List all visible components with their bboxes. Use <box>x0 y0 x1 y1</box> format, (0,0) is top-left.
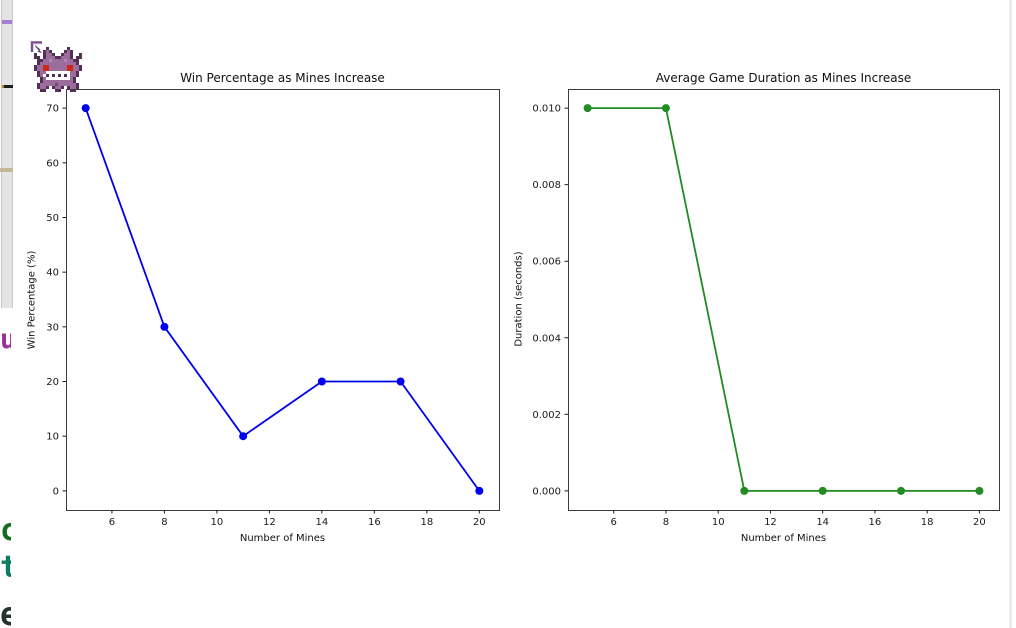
data-point-marker <box>81 104 90 113</box>
series-line <box>84 107 481 492</box>
x-tick-label: 18 <box>420 517 433 528</box>
data-point-marker <box>239 432 248 441</box>
y-tick-label: 0.010 <box>532 104 561 115</box>
data-point-marker <box>396 377 405 386</box>
data-point-marker <box>975 486 984 495</box>
x-tick-label: 14 <box>816 517 829 528</box>
x-tick-label: 20 <box>473 517 486 528</box>
data-point-marker <box>317 377 326 386</box>
x-tick-label: 18 <box>921 517 934 528</box>
left-chart-title: Win Percentage as Mines Increase <box>180 71 385 85</box>
left-chart-xlabel: Number of Mines <box>239 533 326 544</box>
background-scrollbar[interactable] <box>1 0 13 308</box>
right-chart-ylabel: Duration (seconds) <box>513 251 525 347</box>
x-tick-label: 8 <box>161 517 167 528</box>
data-point-marker <box>740 486 749 495</box>
y-tick-label: 20 <box>46 377 59 388</box>
x-tick-label: 10 <box>712 517 725 528</box>
y-tick-label: 0.008 <box>532 180 561 191</box>
y-tick-label: 0 <box>53 486 59 497</box>
x-tick-label: 16 <box>869 517 882 528</box>
plot-border <box>66 89 500 511</box>
scrollbar-tan-marker <box>0 168 13 172</box>
data-point-marker <box>897 486 906 495</box>
clipped-editor-text: c <box>0 516 11 546</box>
x-tick-label: 16 <box>368 517 381 528</box>
data-point-marker <box>160 322 169 331</box>
data-point-marker <box>661 104 670 113</box>
x-tick-label: 12 <box>263 517 276 528</box>
left-chart-ylabel: Win Percentage (%) <box>26 250 38 350</box>
y-tick-label: 40 <box>46 268 59 279</box>
right-chart-title: Average Game Duration as Mines Increase <box>655 71 912 85</box>
data-point-marker <box>475 486 484 495</box>
right-window-edge <box>1009 0 1012 628</box>
x-tick-label: 20 <box>973 517 986 528</box>
data-point-marker <box>818 486 827 495</box>
y-tick-label: 0.002 <box>532 410 561 421</box>
x-tick-label: 10 <box>211 517 224 528</box>
y-tick-label: 10 <box>46 432 59 443</box>
y-tick-label: 70 <box>46 104 59 115</box>
clipped-editor-text: u <box>0 326 11 353</box>
data-point-marker <box>583 104 592 113</box>
x-tick-label: 12 <box>764 517 777 528</box>
y-tick-label: 30 <box>46 322 59 333</box>
scrollbar-purple-marker <box>2 20 12 24</box>
scrollbar-orange-marker <box>2 85 4 88</box>
x-tick-label: 6 <box>611 517 617 528</box>
y-tick-label: 60 <box>46 158 59 169</box>
chart-1: 6 8 10 12 14 16 18 20 0.000 0.002 0.004 0.006 0.008 0… <box>532 89 1000 528</box>
y-tick-label: 0.000 <box>532 486 561 497</box>
series-line <box>587 107 980 492</box>
x-tick-label: 8 <box>663 517 669 528</box>
clipped-editor-text: t <box>0 553 11 583</box>
chart-0: 6 8 10 12 14 16 18 20 0 10 20 30 40 50 60 70 <box>46 89 500 528</box>
gengar-sprite-icon <box>34 47 82 95</box>
plot-border <box>568 89 1000 511</box>
scrollbar-black-marker <box>4 85 13 88</box>
corner-bracket-cursor-icon <box>30 40 46 56</box>
right-chart-xlabel: Number of Mines <box>740 533 827 544</box>
x-tick-label: 6 <box>109 517 115 528</box>
y-tick-label: 50 <box>46 213 59 224</box>
x-tick-label: 14 <box>315 517 328 528</box>
y-tick-label: 0.004 <box>532 333 561 344</box>
y-tick-label: 0.006 <box>532 257 561 268</box>
clipped-editor-text: e <box>0 598 11 628</box>
